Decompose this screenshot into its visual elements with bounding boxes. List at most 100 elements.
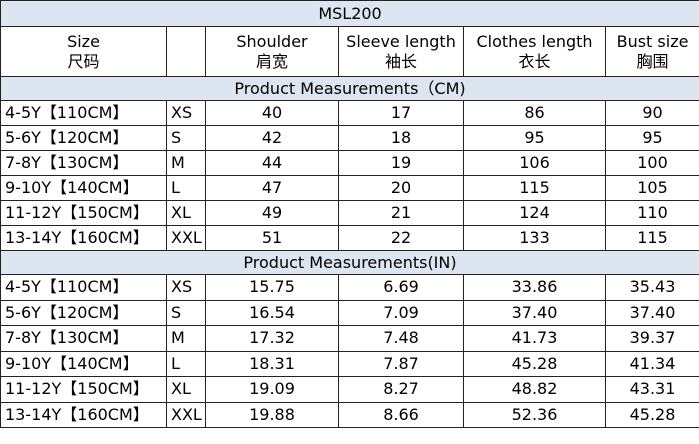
measurement: 52.36 <box>463 401 606 428</box>
size-label: 5-6Y【120CM】 <box>0 299 167 326</box>
cell-text: 肩宽 <box>255 51 288 71</box>
measurement: 22 <box>338 225 464 251</box>
table-row: 4-5Y【110CM】 XS 15.75 6.69 33.86 35.43 <box>0 274 699 301</box>
measurement: 18 <box>338 125 464 151</box>
measurement: 110 <box>604 200 699 226</box>
table-row: Product Measurements（CM) <box>0 76 699 101</box>
measurement: 20 <box>338 175 464 201</box>
cell-text: Size <box>67 31 100 51</box>
size-label: 5-6Y【120CM】 <box>0 125 167 151</box>
measurement: 8.27 <box>338 376 464 403</box>
cell-text: Bust size <box>616 31 689 51</box>
size-label: 9-10Y【140CM】 <box>0 175 167 201</box>
measurement: 21 <box>338 200 464 226</box>
measurement: 40 <box>205 100 339 126</box>
measurement: 33.86 <box>463 274 606 301</box>
measurement: 86 <box>463 100 606 126</box>
measurement: 19.88 <box>205 401 339 428</box>
section-title: Product Measurements（CM) <box>0 76 699 101</box>
header-cell <box>166 26 206 77</box>
cell-text: Clothes length <box>476 31 593 51</box>
size-code: XS <box>166 274 206 301</box>
size-code: S <box>166 125 206 151</box>
measurement: 37.40 <box>604 299 699 326</box>
measurement: 7.48 <box>338 325 464 352</box>
measurement: 95 <box>463 125 606 151</box>
measurement: 39.37 <box>604 325 699 352</box>
table-row: 9-10Y【140CM】 L 47 20 115 105 <box>0 175 699 201</box>
header-cell: Shoulder 肩宽 <box>205 26 339 77</box>
table-row: 9-10Y【140CM】 L 18.31 7.87 45.28 41.34 <box>0 350 699 377</box>
size-code: M <box>166 150 206 176</box>
measurement: 18.31 <box>205 350 339 377</box>
measurement: 115 <box>463 175 606 201</box>
size-code: XL <box>166 200 206 226</box>
table-body: MSL200 Size 尺码 Shoulder 肩宽 Sleeve length 袖长 Clo… <box>0 0 699 428</box>
measurement: 15.75 <box>205 274 339 301</box>
measurement: 7.87 <box>338 350 464 377</box>
measurement: 90 <box>604 100 699 126</box>
table-row: 7-8Y【130CM】 M 17.32 7.48 41.73 39.37 <box>0 325 699 352</box>
size-label: 11-12Y【150CM】 <box>0 200 167 226</box>
table-row: 5-6Y【120CM】 S 16.54 7.09 37.40 37.40 <box>0 299 699 326</box>
measurement: 8.66 <box>338 401 464 428</box>
cell-text: 尺码 <box>67 51 100 71</box>
measurement: 41.73 <box>463 325 606 352</box>
size-code: L <box>166 350 206 377</box>
measurement: 115 <box>604 225 699 251</box>
size-code: M <box>166 325 206 352</box>
table-row: MSL200 <box>0 0 699 27</box>
measurement: 48.82 <box>463 376 606 403</box>
header-cell: Clothes length 衣长 <box>463 26 606 77</box>
measurement: 100 <box>604 150 699 176</box>
header-cell: Sleeve length 袖长 <box>338 26 464 77</box>
size-label: 11-12Y【150CM】 <box>0 376 167 403</box>
table-row: 11-12Y【150CM】 XL 19.09 8.27 48.82 43.31 <box>0 376 699 403</box>
measurement: 95 <box>604 125 699 151</box>
table-row: 11-12Y【150CM】 XL 49 21 124 110 <box>0 200 699 226</box>
header-cell: Size 尺码 <box>0 26 167 77</box>
size-label: 7-8Y【130CM】 <box>0 325 167 352</box>
measurement: 51 <box>205 225 339 251</box>
size-label: 13-14Y【160CM】 <box>0 225 167 251</box>
table-title: MSL200 <box>0 0 699 27</box>
measurement: 17.32 <box>205 325 339 352</box>
size-code: S <box>166 299 206 326</box>
size-code: XL <box>166 376 206 403</box>
measurement: 43.31 <box>604 376 699 403</box>
measurement: 19.09 <box>205 376 339 403</box>
measurement: 124 <box>463 200 606 226</box>
table-row: 5-6Y【120CM】 S 42 18 95 95 <box>0 125 699 151</box>
table-row: 7-8Y【130CM】 M 44 19 106 100 <box>0 150 699 176</box>
measurement: 41.34 <box>604 350 699 377</box>
size-code: XXL <box>166 225 206 251</box>
measurement: 106 <box>463 150 606 176</box>
measurement: 19 <box>338 150 464 176</box>
measurement: 105 <box>604 175 699 201</box>
measurement: 49 <box>205 200 339 226</box>
measurement: 44 <box>205 150 339 176</box>
size-table: MSL200 Size 尺码 Shoulder 肩宽 Sleeve length 袖长 Clo… <box>0 0 699 428</box>
size-label: 9-10Y【140CM】 <box>0 350 167 377</box>
measurement: 133 <box>463 225 606 251</box>
table-row: 4-5Y【110CM】 XS 40 17 86 90 <box>0 100 699 126</box>
table-row: 13-14Y【160CM】 XXL 51 22 133 115 <box>0 225 699 251</box>
measurement: 42 <box>205 125 339 151</box>
table-row: 13-14Y【160CM】 XXL 19.88 8.66 52.36 45.28 <box>0 401 699 428</box>
size-label: 4-5Y【110CM】 <box>0 100 167 126</box>
size-label: 4-5Y【110CM】 <box>0 274 167 301</box>
cell-text: Shoulder <box>236 31 308 51</box>
size-code: XS <box>166 100 206 126</box>
size-label: 13-14Y【160CM】 <box>0 401 167 428</box>
measurement: 16.54 <box>205 299 339 326</box>
measurement: 47 <box>205 175 339 201</box>
measurement: 6.69 <box>338 274 464 301</box>
measurement: 45.28 <box>463 350 606 377</box>
table-row: Product Measurements(IN) <box>0 250 699 275</box>
measurement: 35.43 <box>604 274 699 301</box>
cell-text: Sleeve length <box>346 31 456 51</box>
cell-text: 衣长 <box>518 51 551 71</box>
size-label: 7-8Y【130CM】 <box>0 150 167 176</box>
measurement: 37.40 <box>463 299 606 326</box>
